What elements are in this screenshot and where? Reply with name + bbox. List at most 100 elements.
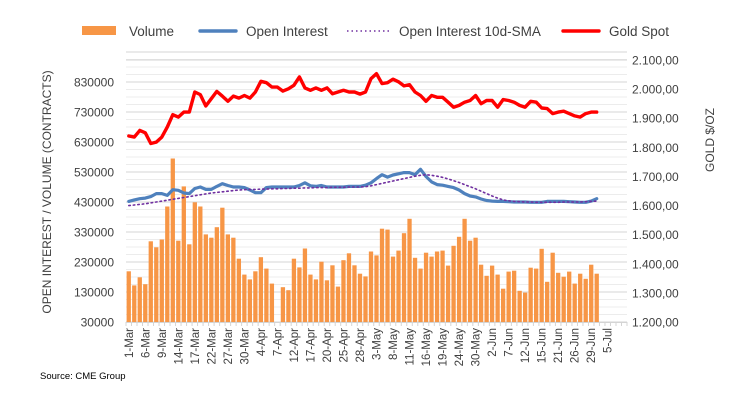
right-tick-label: 1.500,00 bbox=[632, 228, 679, 242]
source-note: Source: CME Group bbox=[40, 371, 126, 382]
volume-bar bbox=[506, 271, 511, 322]
volume-bar bbox=[440, 250, 445, 322]
x-tick-label: 17-Mar bbox=[190, 328, 202, 365]
volume-bar bbox=[429, 256, 434, 322]
left-tick-label: 630000 bbox=[74, 136, 114, 150]
volume-bar bbox=[528, 267, 533, 322]
left-tick-label: 430000 bbox=[74, 196, 114, 210]
volume-bar bbox=[456, 236, 462, 322]
volume-bar bbox=[379, 228, 385, 322]
x-tick-label: 25-Apr bbox=[338, 328, 350, 363]
volume-bar bbox=[467, 240, 473, 322]
volume-bar bbox=[517, 290, 522, 322]
x-tick-label: 2-Jun bbox=[487, 328, 499, 357]
right-tick-label: 2.100,00 bbox=[632, 54, 679, 68]
volume-bar bbox=[495, 274, 500, 322]
volume-bar bbox=[203, 234, 208, 322]
series-lines bbox=[127, 71, 599, 207]
volume-bar bbox=[324, 280, 330, 322]
volume-bar bbox=[434, 251, 440, 322]
gold-spot-line bbox=[127, 71, 599, 146]
volume-bar bbox=[368, 251, 374, 322]
volume-bar bbox=[357, 273, 363, 322]
volume-bar bbox=[341, 260, 346, 322]
volume-bar bbox=[264, 268, 269, 322]
legend-label-sma: Open Interest 10d-SMA bbox=[399, 24, 541, 39]
volume-bar bbox=[462, 218, 467, 322]
volume-bar bbox=[308, 274, 313, 322]
volume-bar bbox=[418, 268, 423, 322]
left-axis-ticks: 30000 130000 230000 330000 430000 530000 63000… bbox=[74, 76, 114, 330]
volume-bar bbox=[198, 206, 203, 322]
x-tick-label: 22-Mar bbox=[206, 328, 218, 365]
legend-label-open-interest: Open Interest bbox=[246, 24, 328, 39]
volume-bar bbox=[478, 264, 484, 322]
volume-bar bbox=[589, 264, 594, 322]
volume-bar bbox=[269, 283, 275, 322]
volume-bar bbox=[445, 265, 451, 322]
x-tick-label: 5-Jul bbox=[603, 328, 615, 353]
right-tick-label: 1.200,00 bbox=[632, 316, 679, 330]
volume-bar bbox=[181, 186, 186, 322]
volume-bar bbox=[165, 206, 170, 322]
x-tick-label: 16-May bbox=[421, 328, 433, 367]
volume-bar bbox=[126, 271, 131, 322]
volume-bar bbox=[363, 276, 368, 322]
x-tick-label: 12-Apr bbox=[289, 328, 301, 363]
x-tick-label: 4-Apr bbox=[256, 328, 268, 356]
volume-bar bbox=[550, 252, 555, 322]
x-tick-label: 28-Apr bbox=[355, 328, 367, 363]
volume-bar bbox=[286, 290, 291, 322]
volume-bar bbox=[583, 278, 588, 322]
x-tick-label: 27-Mar bbox=[223, 328, 235, 365]
volume-bar bbox=[572, 283, 577, 322]
volume-bar bbox=[500, 288, 506, 322]
volume-bar bbox=[231, 237, 236, 322]
left-tick-label: 30000 bbox=[81, 316, 115, 330]
x-tick-label: 12-Jun bbox=[520, 328, 532, 363]
left-tick-label: 130000 bbox=[74, 286, 114, 300]
right-tick-label: 1.800,00 bbox=[632, 141, 679, 155]
volume-bar bbox=[291, 258, 297, 322]
volume-bar bbox=[534, 268, 539, 322]
volume-bar bbox=[258, 257, 264, 322]
volume-bar bbox=[225, 234, 230, 322]
volume-bar bbox=[192, 202, 197, 322]
x-axis: 1-Mar 6-Mar 9-Mar 14-Mar 17-Mar 22-Mar 27-Mar 3… bbox=[124, 322, 628, 367]
volume-bar bbox=[176, 240, 181, 322]
x-tick-label: 1-Mar bbox=[124, 328, 136, 358]
volume-bar bbox=[159, 239, 164, 322]
legend-label-volume: Volume bbox=[129, 24, 174, 39]
left-tick-label: 730000 bbox=[74, 106, 114, 120]
volume-bar bbox=[352, 265, 357, 322]
volume-bar bbox=[385, 229, 390, 322]
right-tick-label: 1.700,00 bbox=[632, 170, 679, 184]
volume-bar bbox=[401, 233, 407, 322]
open-interest-sma-line bbox=[128, 173, 598, 207]
x-tick-label: 9-Mar bbox=[157, 328, 169, 358]
volume-bar bbox=[302, 248, 308, 322]
x-tick-label: 17-Apr bbox=[305, 328, 317, 363]
volume-bar bbox=[556, 272, 561, 322]
volume-bar bbox=[148, 241, 153, 322]
open-interest-line bbox=[127, 167, 599, 204]
right-tick-label: 1.300,00 bbox=[632, 286, 679, 300]
left-tick-label: 230000 bbox=[74, 256, 114, 270]
volume-bar bbox=[313, 279, 319, 322]
left-axis-title: OPEN INTEREST / VOLUME (CONTRACTS) bbox=[40, 70, 54, 313]
volume-bar bbox=[143, 284, 148, 322]
volume-bar bbox=[242, 274, 247, 322]
volume-bar bbox=[390, 256, 396, 322]
volume-bar bbox=[561, 276, 566, 322]
volume-bar bbox=[412, 257, 418, 322]
volume-bar bbox=[473, 237, 478, 322]
x-tick-label: 8-May bbox=[388, 328, 400, 360]
right-axis-title: GOLD $/OZ bbox=[703, 108, 717, 172]
volume-bar bbox=[132, 285, 137, 322]
right-tick-label: 1.400,00 bbox=[632, 257, 679, 271]
left-tick-label: 830000 bbox=[74, 76, 114, 90]
volume-bar bbox=[170, 158, 175, 322]
x-tick-label: 19-May bbox=[438, 328, 450, 367]
volume-bar bbox=[253, 271, 258, 322]
